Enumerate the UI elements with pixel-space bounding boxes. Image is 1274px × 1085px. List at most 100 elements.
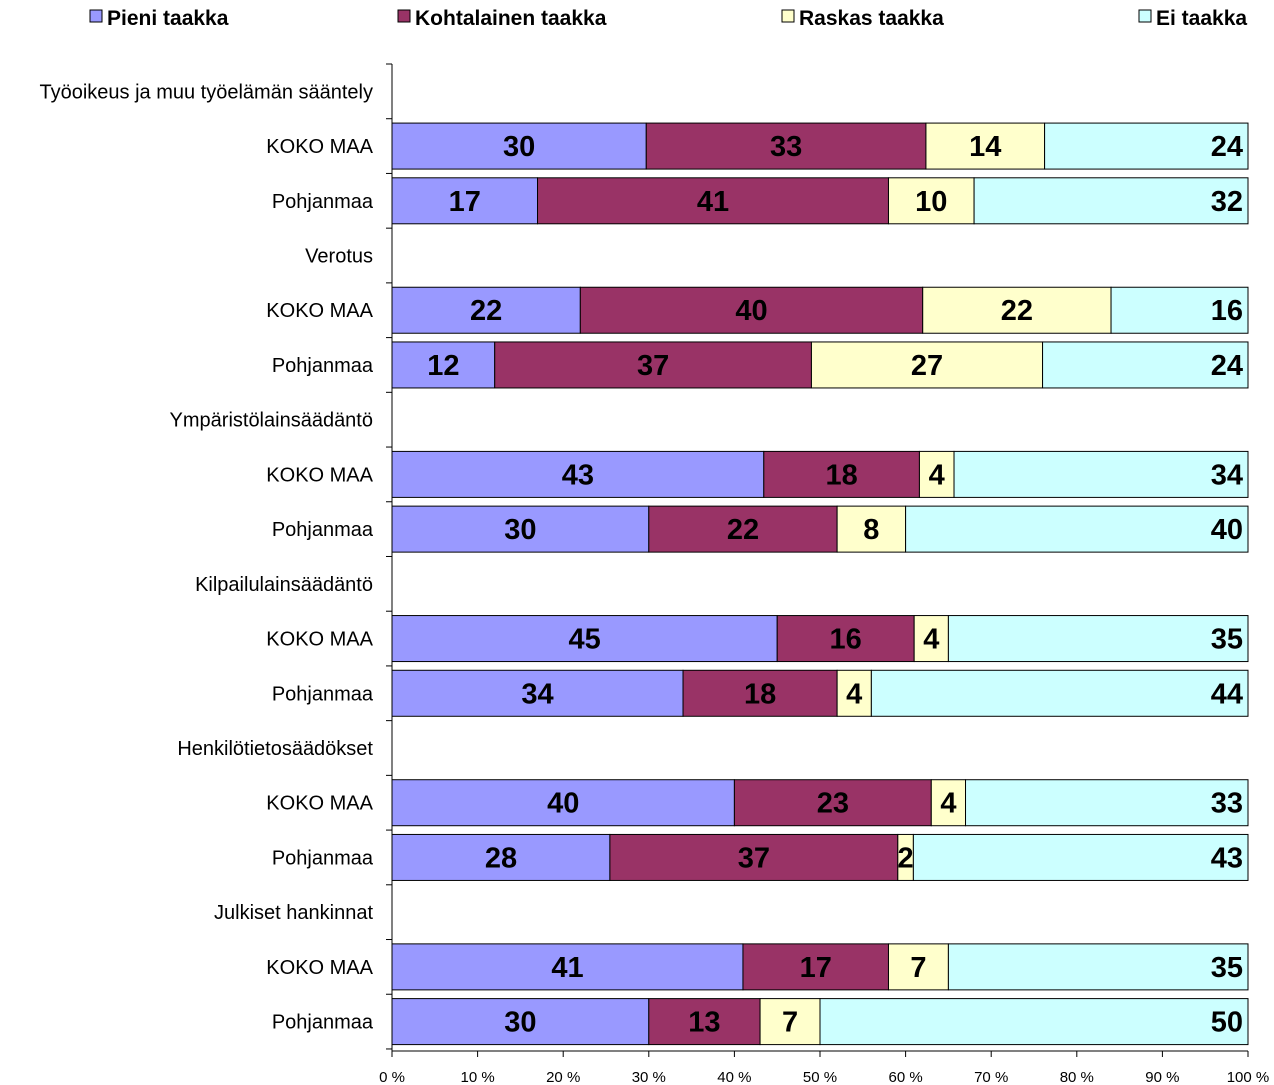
bar-segment: [391, 177, 539, 225]
bar-segment: [836, 505, 907, 553]
x-tick-label: 100 %: [1227, 1069, 1270, 1085]
category-label: KOKO MAA: [266, 136, 373, 158]
data-label: 37: [637, 350, 669, 382]
category-label: Verotus: [305, 246, 373, 268]
data-label: 41: [697, 186, 729, 218]
bar-segment: [930, 779, 967, 827]
x-tick-label: 50 %: [803, 1069, 837, 1085]
data-label: 30: [503, 131, 535, 163]
data-label: 12: [427, 350, 459, 382]
axis: 0 % 10 % 20 % 30 % 40 % 50 % 60 % 70 % 80 % 90 % 1…: [39, 63, 1270, 1085]
data-label: 17: [449, 186, 481, 218]
bar-segment: [391, 833, 611, 881]
bar-segment: [682, 669, 838, 717]
bar-segment: [918, 450, 955, 498]
data-label: 2: [898, 842, 914, 874]
x-tick-label: 10 %: [460, 1069, 494, 1085]
data-label: 4: [846, 678, 862, 710]
data-label: 17: [800, 952, 832, 984]
data-label: 45: [568, 624, 600, 656]
bar-segment: [1110, 286, 1249, 334]
category-label: Pohjanmaa: [272, 191, 374, 213]
data-label: 37: [738, 842, 770, 874]
data-label: 33: [1211, 788, 1243, 820]
bar-segment: [648, 505, 838, 553]
legend-swatch-4: [1138, 9, 1152, 23]
bar-segment: [913, 615, 949, 663]
bar-segment: [391, 615, 778, 663]
data-label: 18: [744, 678, 776, 710]
x-tick-label: 70 %: [974, 1069, 1008, 1085]
bar-segment: [391, 998, 650, 1046]
data-label: 30: [504, 1007, 536, 1039]
legend-label-4: Ei taakka: [1156, 7, 1247, 30]
bar-segment: [925, 122, 1046, 170]
legend-label-1: Pieni taakka: [107, 7, 229, 30]
bar-segment: [965, 779, 1249, 827]
bar-segment: [947, 615, 1249, 663]
data-label: 32: [1211, 186, 1243, 218]
bar-segment: [922, 286, 1112, 334]
data-label: 34: [1211, 459, 1243, 491]
legend: Pieni taakka Kohtalainen taakka Raskas taa…: [89, 7, 1247, 30]
bar-segment: [819, 998, 1249, 1046]
legend-swatch-2: [397, 9, 411, 23]
data-label: 24: [1211, 350, 1243, 382]
category-label: Ympäristölainsäädäntö: [170, 410, 373, 432]
category-label: KOKO MAA: [266, 793, 373, 815]
category-label: Pohjanmaa: [272, 683, 374, 705]
bar-segment: [391, 450, 765, 498]
data-label: 33: [770, 131, 802, 163]
category-label: Pohjanmaa: [272, 847, 374, 869]
bar-segment: [973, 177, 1249, 225]
data-label: 16: [830, 624, 862, 656]
data-label: 50: [1211, 1007, 1243, 1039]
x-tick-label: 80 %: [1060, 1069, 1094, 1085]
bar-segment: [763, 450, 920, 498]
category-label: KOKO MAA: [266, 629, 373, 651]
data-label: 43: [562, 459, 594, 491]
bar-segment: [905, 505, 1249, 553]
bar-segment: [1042, 341, 1249, 389]
data-label: 22: [470, 295, 502, 327]
data-label: 23: [817, 788, 849, 820]
data-label: 40: [547, 788, 579, 820]
data-label: 10: [915, 186, 947, 218]
data-label: 28: [485, 842, 517, 874]
data-label: 18: [825, 459, 857, 491]
bar-segment: [912, 833, 1249, 881]
data-label: 44: [1211, 678, 1243, 710]
legend-label-2: Kohtalainen taakka: [415, 7, 607, 30]
bar-segment: [609, 833, 899, 881]
category-label: Julkiset hankinnat: [214, 902, 373, 924]
x-tick-label: 20 %: [546, 1069, 580, 1085]
category-label: KOKO MAA: [266, 300, 373, 322]
category-label: Pohjanmaa: [272, 1012, 374, 1034]
bar-segment: [391, 505, 650, 553]
x-tick-label: 40 %: [717, 1069, 751, 1085]
data-label: 14: [969, 131, 1001, 163]
bar-segment: [391, 286, 581, 334]
data-label: 40: [1211, 514, 1243, 546]
bar-segment: [836, 669, 872, 717]
bar-segment: [537, 177, 889, 225]
category-label: Työoikeus ja muu työelämän sääntely: [39, 81, 373, 103]
category-label: Kilpailulainsäädäntö: [195, 574, 373, 596]
data-label: 24: [1211, 131, 1243, 163]
x-tick-label: 30 %: [632, 1069, 666, 1085]
bar-segment: [887, 177, 975, 225]
data-label: 27: [911, 350, 943, 382]
data-label: 7: [910, 952, 926, 984]
data-label: 35: [1211, 952, 1243, 984]
data-label: 22: [1001, 295, 1033, 327]
bar-segment: [391, 122, 647, 170]
data-label: 4: [923, 624, 939, 656]
bar-segment: [810, 341, 1044, 389]
data-label: 16: [1211, 295, 1243, 327]
bar-segment: [391, 779, 735, 827]
legend-label-3: Raskas taakka: [799, 7, 944, 30]
category-label: Henkilötietosäädökset: [177, 738, 373, 760]
data-label: 35: [1211, 624, 1243, 656]
data-label: 7: [782, 1007, 798, 1039]
